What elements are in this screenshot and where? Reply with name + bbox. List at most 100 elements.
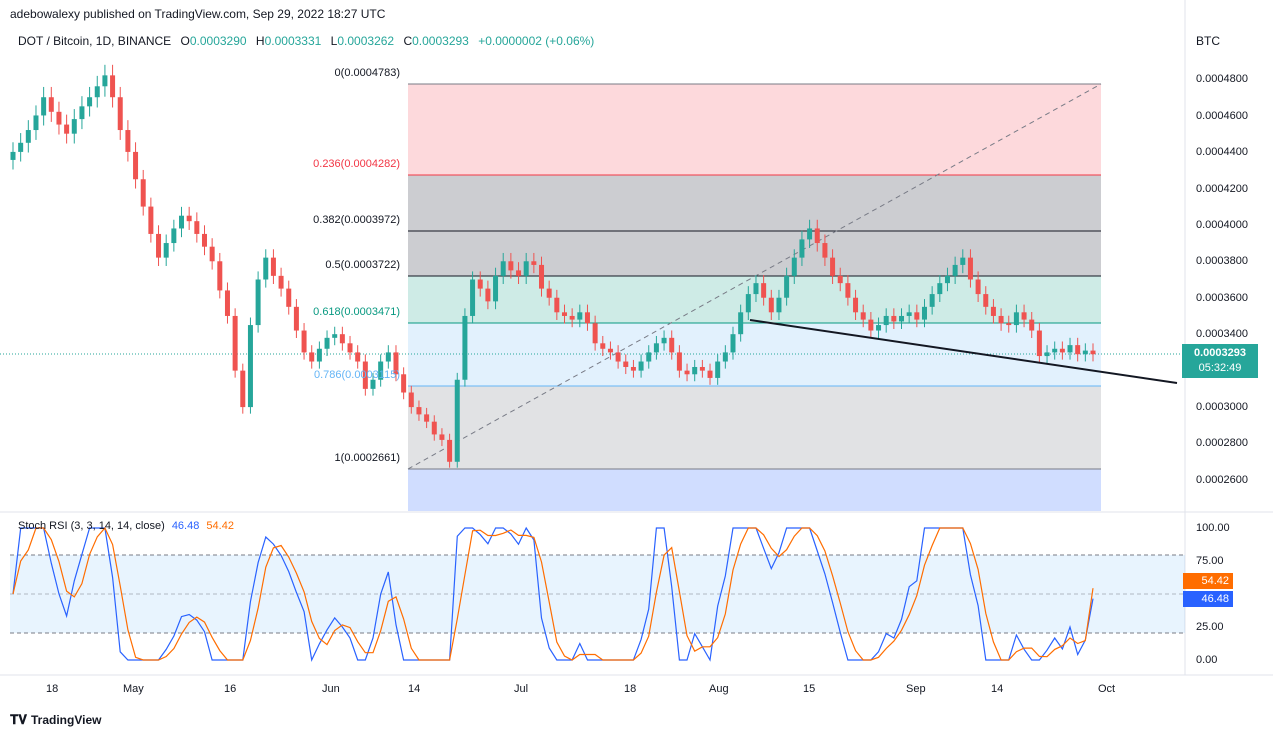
candle-body bbox=[1021, 312, 1027, 320]
time-tick: 18 bbox=[624, 683, 637, 695]
candle-body bbox=[554, 297, 560, 313]
candle-body bbox=[761, 283, 767, 298]
candle-body bbox=[286, 288, 292, 307]
candle-body bbox=[531, 261, 537, 265]
candle-body bbox=[523, 261, 529, 276]
close-value: 0.0003293 bbox=[412, 34, 469, 48]
stoch-rsi-legend[interactable]: Stoch RSI (3, 3, 14, 14, close) 46.48 54… bbox=[18, 520, 234, 532]
candle-body bbox=[753, 283, 759, 295]
candle-body bbox=[615, 352, 621, 362]
candle-body bbox=[148, 206, 154, 234]
candle-body bbox=[921, 306, 927, 320]
price-tick: 0.0004800 bbox=[1196, 73, 1248, 85]
price-tick: 0.0004600 bbox=[1196, 110, 1248, 122]
stoch-d-badge: 54.42 bbox=[1183, 573, 1233, 589]
candle-body bbox=[71, 119, 77, 134]
price-tick: 0.0003400 bbox=[1196, 328, 1248, 340]
candle-body bbox=[347, 343, 353, 353]
candle-body bbox=[1052, 348, 1058, 353]
candle-body bbox=[1075, 345, 1081, 355]
candle-body bbox=[1082, 350, 1088, 355]
trend-line[interactable] bbox=[749, 319, 1178, 384]
candle-body bbox=[179, 215, 185, 229]
rsi-tick: 0.00 bbox=[1196, 654, 1218, 666]
candle-body bbox=[899, 315, 905, 322]
open-value: 0.0003290 bbox=[189, 34, 247, 48]
fib-label-0786: 0.786(0.0003115) bbox=[313, 369, 400, 381]
fib-label-1: 1(0.0002661) bbox=[334, 452, 400, 464]
time-tick: Jun bbox=[322, 683, 340, 695]
candle-body bbox=[485, 288, 491, 302]
candle-body bbox=[493, 275, 499, 302]
candle-body bbox=[370, 379, 376, 389]
candle-body bbox=[355, 352, 361, 362]
tradingview-icon: 𝐓𝐕 bbox=[10, 712, 27, 727]
candle-body bbox=[853, 297, 859, 313]
candle-body bbox=[424, 414, 430, 422]
candle-body bbox=[1044, 352, 1050, 357]
current-price-badge: 0.0003293 05:32:49 bbox=[1182, 344, 1258, 378]
low-label: L bbox=[330, 34, 338, 48]
candle-body bbox=[607, 348, 613, 353]
candle-body bbox=[983, 294, 989, 307]
stoch-d-line bbox=[12, 526, 1094, 661]
brand-name: TradingView bbox=[31, 713, 102, 727]
candle-body bbox=[630, 366, 636, 371]
fib-zone-0786-1 bbox=[408, 386, 1101, 469]
fib-zone-0-0236 bbox=[408, 84, 1101, 175]
candle-body bbox=[316, 348, 322, 362]
candle-body bbox=[807, 228, 813, 240]
price-tick: 0.0003600 bbox=[1196, 292, 1248, 304]
candle-body bbox=[584, 312, 590, 324]
candle-body bbox=[64, 124, 70, 134]
rsi-tick: 25.00 bbox=[1196, 621, 1224, 633]
fib-zone-0618-0786 bbox=[408, 323, 1101, 386]
candle-body bbox=[186, 215, 192, 222]
high-value: 0.0003331 bbox=[264, 34, 322, 48]
stoch-rsi-title: Stoch RSI (3, 3, 14, 14, close) bbox=[18, 520, 165, 532]
candle-body bbox=[247, 325, 253, 408]
fib-zone-0382-05 bbox=[408, 231, 1101, 276]
stoch-k-line bbox=[12, 526, 1094, 663]
candle-body bbox=[822, 243, 828, 258]
candle-body bbox=[745, 294, 751, 313]
candle-body bbox=[561, 312, 567, 316]
candle-body bbox=[332, 334, 338, 338]
candle-body bbox=[891, 315, 897, 322]
candle-body bbox=[133, 151, 139, 180]
candle-body bbox=[646, 352, 652, 362]
candle-body bbox=[960, 257, 966, 265]
candle-body bbox=[10, 151, 16, 160]
candle-body bbox=[1090, 350, 1096, 355]
fib-label-05: 0.5(0.0003722) bbox=[325, 259, 400, 271]
candle-body bbox=[309, 352, 315, 362]
candle-body bbox=[937, 283, 943, 295]
candle-body bbox=[209, 246, 215, 262]
time-tick: 18 bbox=[46, 683, 59, 695]
candle-body bbox=[906, 312, 912, 316]
candle-body bbox=[41, 97, 47, 116]
candle-body bbox=[140, 179, 146, 207]
price-tick: 0.0003800 bbox=[1196, 255, 1248, 267]
candle-body bbox=[975, 279, 981, 295]
candle-body bbox=[661, 337, 667, 344]
candle-body bbox=[577, 312, 583, 320]
symbol-name[interactable]: DOT / Bitcoin, 1D, BINANCE bbox=[18, 34, 172, 48]
candle-body bbox=[117, 97, 123, 131]
price-tick: 0.0002800 bbox=[1196, 437, 1248, 449]
candle-body bbox=[684, 370, 690, 375]
tradingview-logo[interactable]: 𝐓𝐕 TradingView bbox=[10, 712, 101, 728]
price-tick: 0.0003000 bbox=[1196, 401, 1248, 413]
candle-body bbox=[393, 352, 399, 375]
bar-countdown: 05:32:49 bbox=[1198, 362, 1242, 374]
rsi-tick: 100.00 bbox=[1196, 522, 1230, 534]
candle-body bbox=[163, 243, 169, 258]
fib-label-0618: 0.618(0.0003471) bbox=[313, 306, 400, 318]
fib-retracement[interactable] bbox=[407, 83, 1102, 511]
change-value: +0.0000002 (+0.06%) bbox=[478, 34, 595, 48]
fib-zone-extension bbox=[408, 469, 1101, 511]
candle-body bbox=[516, 270, 522, 276]
candle-body bbox=[707, 370, 713, 378]
low-value: 0.0003262 bbox=[337, 34, 395, 48]
